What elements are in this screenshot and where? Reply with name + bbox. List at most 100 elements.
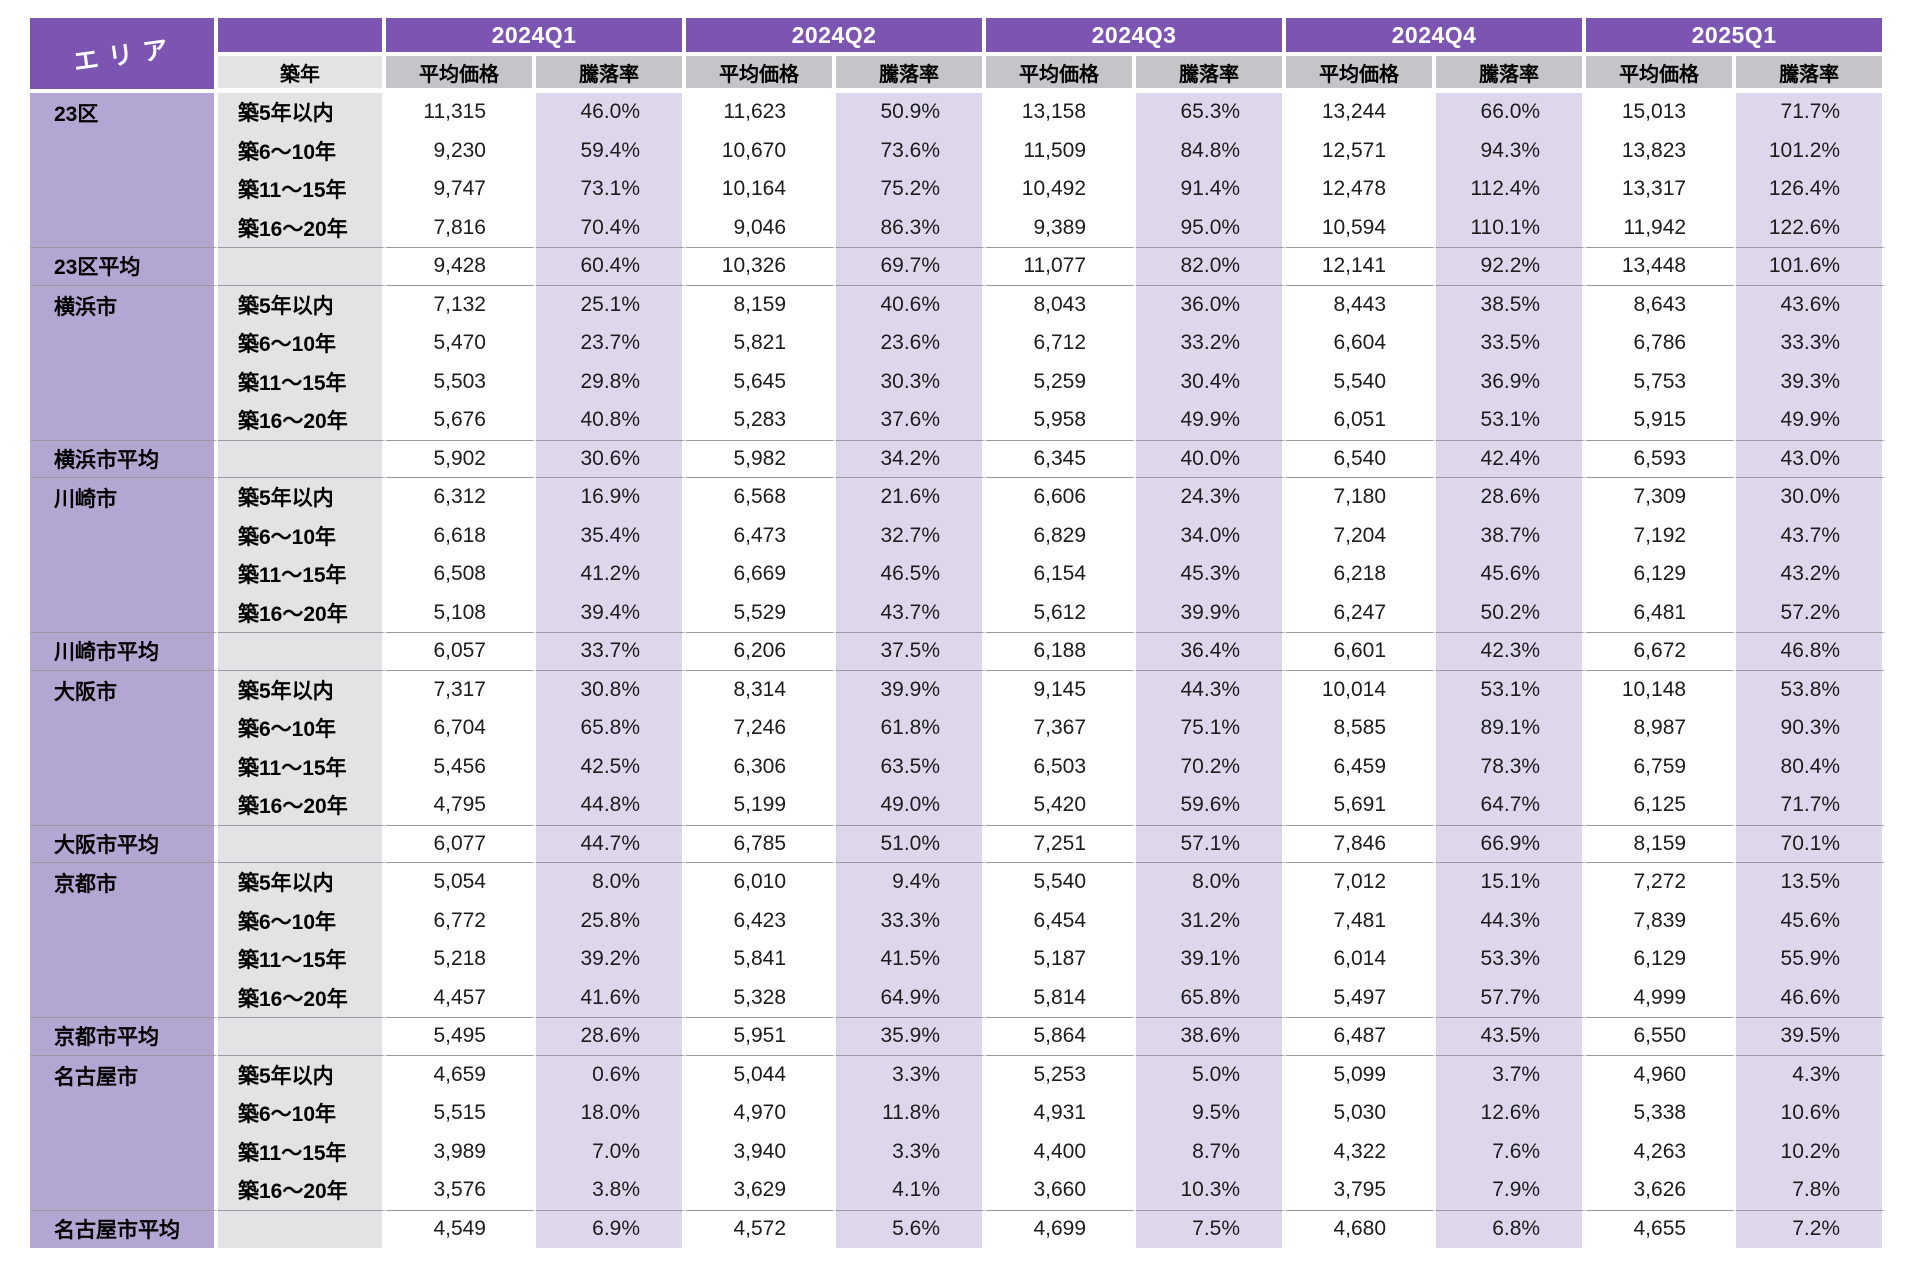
rate-cell: 94.3% [1436,131,1587,170]
rate-cell: 53.3% [1436,940,1587,979]
rate-cell: 59.4% [536,131,687,170]
rate-cell: 15.1% [1436,863,1587,902]
table-row: 築11〜15年 6,508 41.2% 6,669 46.5% 6,154 45.3% 6,2… [30,555,1887,594]
price-cell: 12,571 [1286,131,1437,170]
price-cell: 4,680 [1286,1209,1437,1248]
price-cell: 7,309 [1586,478,1737,517]
price-cell: 6,508 [386,555,536,594]
rate-cell: 39.9% [1136,593,1287,632]
rate-cell: 37.6% [836,401,987,440]
price-cell: 6,712 [986,324,1137,363]
price-cell: 5,676 [386,401,536,440]
price-cell: 5,821 [686,324,837,363]
rate-cell: 101.2% [1736,131,1887,170]
rate-cell: 43.5% [1436,1017,1587,1056]
price-cell: 5,951 [686,1017,837,1056]
rate-header: 騰落率 [836,56,987,93]
age-cell: 築11〜15年 [218,747,386,786]
average-row: 横浜市平均 5,902 30.6% 5,982 34.2% 6,345 40.0% 6,540… [30,439,1887,478]
rate-cell: 89.1% [1436,709,1587,748]
average-area-cell: 京都市平均 [30,1017,218,1056]
rate-cell: 42.4% [1436,439,1587,478]
rate-cell: 3.7% [1436,1055,1587,1094]
age-cell: 築5年以内 [218,863,386,902]
table-body: 23区 築5年以内 11,315 46.0% 11,623 50.9% 13,158 65.3… [30,93,1887,1248]
rate-cell: 46.0% [536,93,687,132]
price-cell: 7,481 [1286,901,1437,940]
price-cell: 5,497 [1286,978,1437,1017]
rate-cell: 43.7% [836,593,987,632]
price-cell: 4,699 [986,1209,1137,1248]
price-cell: 7,816 [386,208,536,247]
price-cell: 5,902 [386,439,536,478]
rate-cell: 53.1% [1436,401,1587,440]
price-cell: 4,960 [1586,1055,1737,1094]
price-cell: 6,247 [1286,593,1437,632]
price-cell: 5,864 [986,1017,1137,1056]
age-cell: 築11〜15年 [218,940,386,979]
rate-cell: 39.9% [836,670,987,709]
price-cell: 6,154 [986,555,1137,594]
rate-cell: 78.3% [1436,747,1587,786]
price-cell: 6,312 [386,478,536,517]
price-cell: 5,470 [386,324,536,363]
table-row: 築16〜20年 3,576 3.8% 3,629 4.1% 3,660 10.3% 3,795… [30,1171,1887,1210]
rate-cell: 71.7% [1736,786,1887,825]
price-cell: 4,931 [986,1094,1137,1133]
price-cell: 13,158 [986,93,1137,132]
rate-cell: 7.5% [1136,1209,1287,1248]
rate-cell: 82.0% [1136,247,1287,286]
price-cell: 6,057 [386,632,536,671]
price-cell: 4,549 [386,1209,536,1248]
price-cell: 6,672 [1586,632,1737,671]
price-cell: 6,704 [386,709,536,748]
table-row: 大阪市 築5年以内 7,317 30.8% 8,314 39.9% 9,145 44.3% 10… [30,670,1887,825]
price-cell: 3,576 [386,1171,536,1210]
price-cell: 11,942 [1586,208,1737,247]
area-cell: 大阪市 [30,670,218,825]
price-cell: 5,338 [1586,1094,1737,1133]
price-cell: 6,785 [686,824,837,863]
rate-cell: 4.1% [836,1171,987,1210]
rate-cell: 66.9% [1436,824,1587,863]
average-area-cell: 名古屋市平均 [30,1209,218,1248]
price-cell: 5,328 [686,978,837,1017]
table-row: 築11〜15年 5,218 39.2% 5,841 41.5% 5,187 39.1% 6,0… [30,940,1887,979]
price-cell: 3,629 [686,1171,837,1210]
price-cell: 6,125 [1586,786,1737,825]
price-cell: 6,540 [1286,439,1437,478]
price-header: 平均価格 [1586,56,1737,93]
price-cell: 5,612 [986,593,1137,632]
age-cell: 築11〜15年 [218,362,386,401]
area-header-cell: エリア [30,18,218,93]
age-cell: 築6〜10年 [218,1094,386,1133]
price-cell: 8,585 [1286,709,1437,748]
price-cell: 8,443 [1286,285,1437,324]
rate-cell: 8.0% [1136,863,1287,902]
age-cell: 築11〜15年 [218,170,386,209]
rate-cell: 16.9% [536,478,687,517]
rate-cell: 90.3% [1736,709,1887,748]
age-cell: 築5年以内 [218,285,386,324]
price-cell: 4,655 [1586,1209,1737,1248]
rate-cell: 65.8% [1136,978,1287,1017]
price-cell: 6,473 [686,516,837,555]
price-cell: 5,958 [986,401,1137,440]
price-cell: 7,839 [1586,901,1737,940]
price-cell: 3,989 [386,1132,536,1171]
price-cell: 5,030 [1286,1094,1437,1133]
table-row: 23区 築5年以内 11,315 46.0% 11,623 50.9% 13,158 65.3… [30,93,1887,247]
price-cell: 6,487 [1286,1017,1437,1056]
price-cell: 5,645 [686,362,837,401]
rate-cell: 30.8% [536,670,687,709]
rate-cell: 92.2% [1436,247,1587,286]
rate-cell: 6.9% [536,1209,687,1248]
rate-cell: 33.7% [536,632,687,671]
average-area-cell: 大阪市平均 [30,824,218,863]
table-row: 築11〜15年 5,456 42.5% 6,306 63.5% 6,503 70.2% 6,4… [30,747,1887,786]
price-cell: 6,454 [986,901,1137,940]
age-cell: 築16〜20年 [218,593,386,632]
price-cell: 5,420 [986,786,1137,825]
rate-cell: 40.6% [836,285,987,324]
rate-cell: 30.0% [1736,478,1887,517]
